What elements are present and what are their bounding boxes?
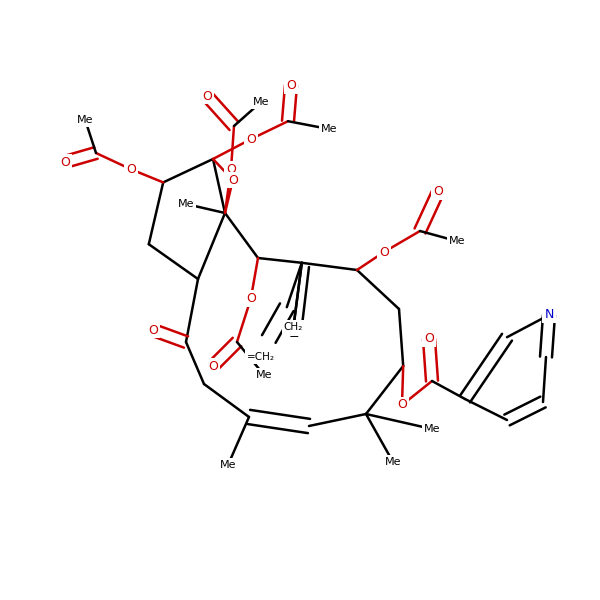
Text: O: O xyxy=(148,323,158,337)
Text: O: O xyxy=(433,185,443,199)
Text: O: O xyxy=(246,133,256,146)
Text: O: O xyxy=(60,155,70,169)
Text: =CH₂: =CH₂ xyxy=(247,352,275,362)
Text: CH₂: CH₂ xyxy=(283,322,302,332)
Text: N: N xyxy=(544,308,554,322)
Text: O: O xyxy=(226,163,236,176)
Text: O: O xyxy=(208,359,218,373)
Text: Me: Me xyxy=(256,370,272,380)
Text: =: = xyxy=(289,329,299,343)
Text: Me: Me xyxy=(424,424,440,434)
Text: O: O xyxy=(126,163,136,176)
Text: O: O xyxy=(246,292,256,305)
Text: O: O xyxy=(424,332,434,346)
Text: O: O xyxy=(379,245,389,259)
Text: Me: Me xyxy=(178,199,194,209)
Text: Me: Me xyxy=(385,457,401,467)
Text: Me: Me xyxy=(253,97,269,107)
Text: O: O xyxy=(397,398,407,412)
Text: O: O xyxy=(202,89,212,103)
Text: O: O xyxy=(228,173,238,187)
Text: Me: Me xyxy=(320,124,337,134)
Text: Me: Me xyxy=(449,236,466,246)
Text: Me: Me xyxy=(77,115,94,125)
Text: O: O xyxy=(286,79,296,92)
Text: Me: Me xyxy=(220,460,236,470)
